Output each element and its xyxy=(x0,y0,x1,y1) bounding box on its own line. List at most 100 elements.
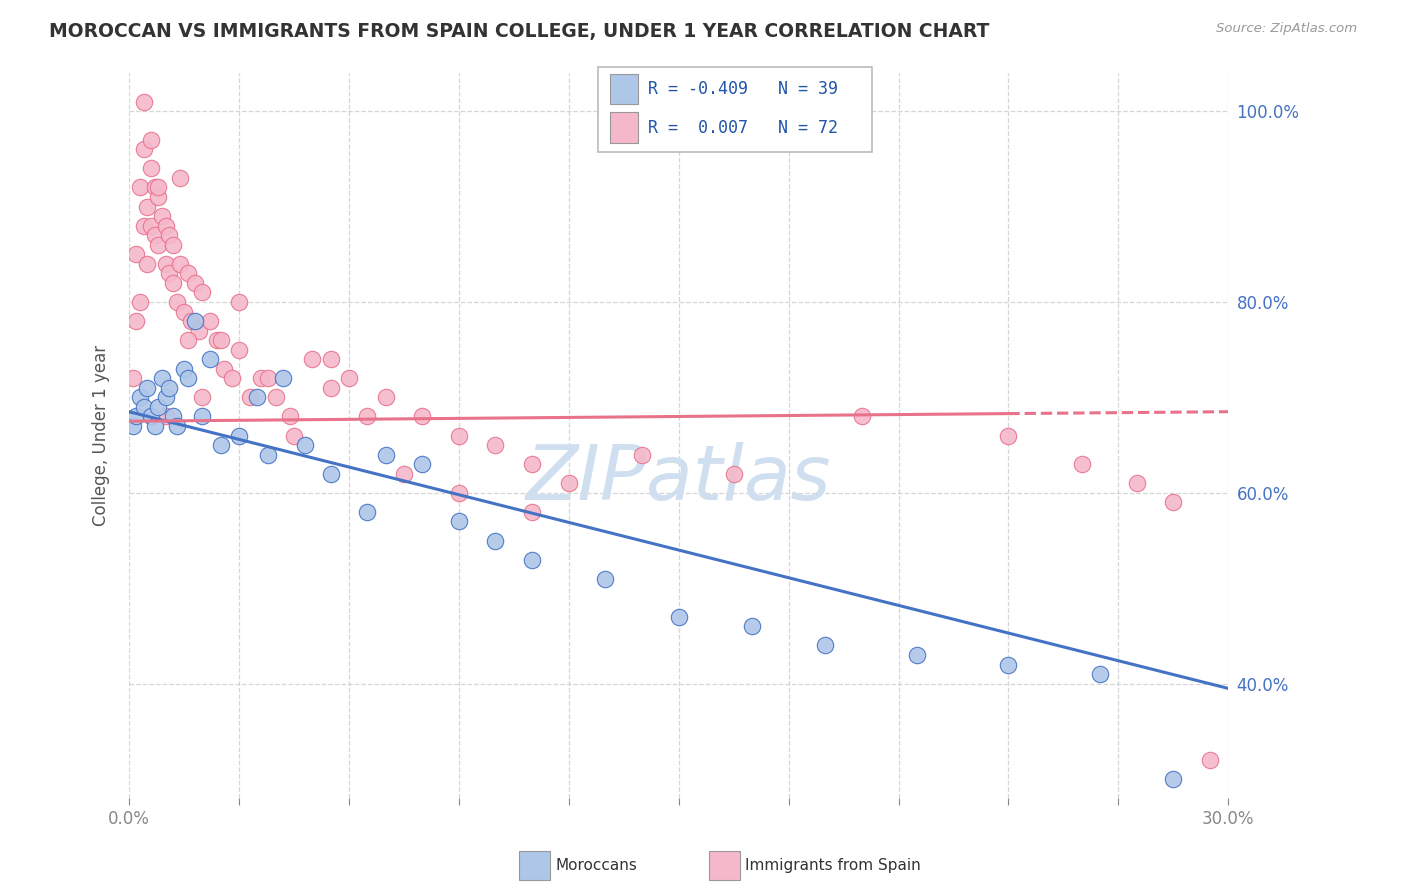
Point xyxy=(278,409,301,424)
Point xyxy=(239,391,262,405)
Point xyxy=(228,295,250,310)
Point xyxy=(250,371,273,385)
Point xyxy=(132,400,155,414)
Point xyxy=(125,409,148,424)
Point xyxy=(198,352,221,367)
Point xyxy=(155,219,177,233)
Point xyxy=(166,419,188,434)
Point xyxy=(301,352,323,367)
Point xyxy=(520,457,543,471)
Point xyxy=(520,552,543,566)
Point xyxy=(143,419,166,434)
Point xyxy=(136,381,159,395)
Point xyxy=(1088,667,1111,681)
Point xyxy=(356,409,378,424)
Point xyxy=(155,391,177,405)
Point xyxy=(1199,753,1222,767)
Text: MOROCCAN VS IMMIGRANTS FROM SPAIN COLLEGE, UNDER 1 YEAR CORRELATION CHART: MOROCCAN VS IMMIGRANTS FROM SPAIN COLLEG… xyxy=(49,22,990,41)
Point xyxy=(447,485,470,500)
Point xyxy=(157,381,180,395)
Point xyxy=(155,409,177,424)
Point xyxy=(257,448,280,462)
Point xyxy=(198,314,221,328)
Text: Immigrants from Spain: Immigrants from Spain xyxy=(745,858,921,872)
Text: R = -0.409   N = 39: R = -0.409 N = 39 xyxy=(648,80,838,98)
Point xyxy=(162,409,184,424)
Point xyxy=(148,400,170,414)
Point xyxy=(741,619,763,633)
Point xyxy=(1163,772,1185,786)
Point xyxy=(125,247,148,261)
Point xyxy=(1125,476,1147,491)
Point xyxy=(132,219,155,233)
Point xyxy=(374,391,396,405)
Point xyxy=(157,228,180,243)
Point xyxy=(411,457,433,471)
Point xyxy=(136,200,159,214)
Point xyxy=(173,361,195,376)
Point xyxy=(294,438,316,452)
Point xyxy=(484,438,506,452)
Point xyxy=(257,371,280,385)
Point xyxy=(905,648,928,662)
Point xyxy=(228,343,250,357)
Point xyxy=(132,95,155,109)
Point xyxy=(177,333,200,347)
Point xyxy=(177,371,200,385)
Point xyxy=(246,391,269,405)
Point xyxy=(139,161,162,176)
Point xyxy=(121,371,143,385)
Text: Moroccans: Moroccans xyxy=(555,858,637,872)
Point xyxy=(631,448,654,462)
Point xyxy=(129,295,152,310)
Point xyxy=(997,428,1019,442)
Point xyxy=(136,257,159,271)
Point xyxy=(143,180,166,194)
Point xyxy=(374,448,396,462)
Text: ZIPatlas: ZIPatlas xyxy=(526,442,831,516)
Point xyxy=(129,180,152,194)
Point xyxy=(177,266,200,280)
Point xyxy=(851,409,873,424)
Point xyxy=(184,276,207,290)
Point xyxy=(319,381,342,395)
Point xyxy=(173,304,195,318)
Point xyxy=(214,361,236,376)
Point xyxy=(139,219,162,233)
Point xyxy=(148,190,170,204)
Point xyxy=(191,285,214,300)
Point xyxy=(595,572,617,586)
Point xyxy=(148,237,170,252)
Point xyxy=(319,352,342,367)
Point xyxy=(187,324,209,338)
Point xyxy=(169,257,191,271)
Point xyxy=(169,170,191,185)
Point xyxy=(157,266,180,280)
Point xyxy=(264,391,287,405)
Point xyxy=(184,314,207,328)
Point xyxy=(150,209,173,223)
Point xyxy=(271,371,294,385)
Point xyxy=(148,180,170,194)
Point xyxy=(132,142,155,156)
Point xyxy=(162,276,184,290)
Point xyxy=(668,610,690,624)
Text: Source: ZipAtlas.com: Source: ZipAtlas.com xyxy=(1216,22,1357,36)
Point xyxy=(558,476,581,491)
Point xyxy=(150,371,173,385)
Point xyxy=(392,467,415,481)
Point xyxy=(209,333,232,347)
Point xyxy=(139,409,162,424)
Point xyxy=(143,228,166,243)
Point xyxy=(180,314,202,328)
Text: R =  0.007   N = 72: R = 0.007 N = 72 xyxy=(648,119,838,136)
Point xyxy=(520,505,543,519)
Point xyxy=(319,467,342,481)
Point xyxy=(1070,457,1092,471)
Point xyxy=(125,314,148,328)
Point xyxy=(814,639,837,653)
Point xyxy=(447,515,470,529)
Point xyxy=(191,391,214,405)
Point xyxy=(155,257,177,271)
Y-axis label: College, Under 1 year: College, Under 1 year xyxy=(93,345,110,526)
